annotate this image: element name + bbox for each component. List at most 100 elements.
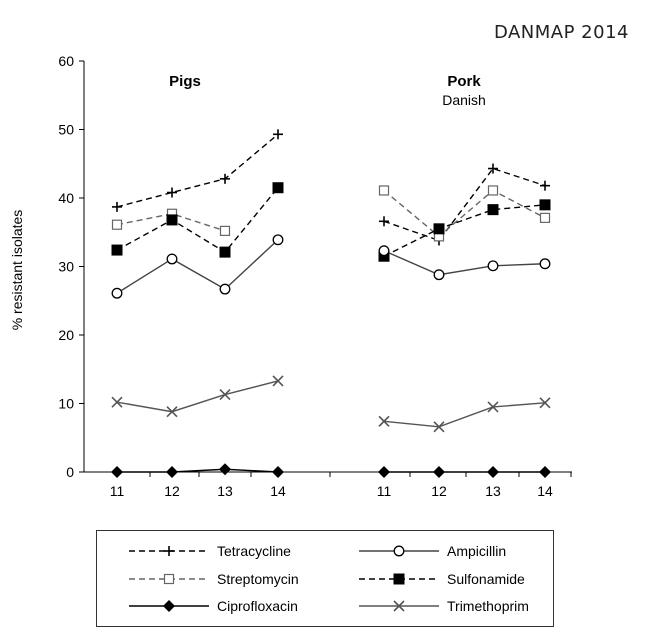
legend-label: Ciprofloxacin xyxy=(217,598,298,614)
trimethoprim-point xyxy=(378,415,390,427)
x-tick-label: 11 xyxy=(110,483,125,499)
y-axis-label: % resistant isolates xyxy=(9,210,25,331)
legend-item-ciprofloxacin: Ciprofloxacin xyxy=(129,598,298,614)
series-trimethoprim xyxy=(378,397,551,433)
legend-item-sulfonamide: Sulfonamide xyxy=(359,571,525,587)
tetracycline-point xyxy=(273,129,283,140)
y-tick-label: 60 xyxy=(58,53,74,69)
sulfonamide-line xyxy=(383,204,546,257)
legend-item-trimethoprim: Trimethoprim xyxy=(359,598,529,614)
series-ampicillin xyxy=(378,245,551,281)
trimethoprim-point xyxy=(219,389,231,401)
panel-title: Pigs xyxy=(169,73,201,90)
legend-svg: Tetracycline Ampicillin Streptomycin Sulfon… xyxy=(129,543,529,614)
y-tick-label: 0 xyxy=(66,464,74,480)
panel-titles: Pigs Pork Danish xyxy=(169,73,486,108)
series-ampicillin xyxy=(111,234,284,299)
streptomycin-point xyxy=(378,185,390,196)
ampicillin-line xyxy=(383,250,546,276)
legend-item-ampicillin: Ampicillin xyxy=(359,543,506,559)
series-tetracycline xyxy=(379,163,550,246)
source-note: DANMAP 2014 xyxy=(493,22,629,43)
y-tick-label: 50 xyxy=(58,122,74,138)
trimethoprim-point xyxy=(487,401,499,413)
trimethoprim-point xyxy=(111,396,123,408)
y-tick-label: 30 xyxy=(58,259,74,275)
legend-label: Tetracycline xyxy=(217,543,291,559)
sulfonamide-line xyxy=(116,187,279,254)
ampicillin-point xyxy=(378,245,390,257)
tetracycline-point xyxy=(488,163,498,174)
legend-item-streptomycin: Streptomycin xyxy=(129,571,299,587)
trimethoprim-point xyxy=(272,375,284,387)
series-sulfonamide xyxy=(111,182,284,258)
streptomycin-point xyxy=(487,185,499,196)
tetracycline-line xyxy=(383,167,546,242)
ampicillin-point xyxy=(219,283,231,295)
x-tick-label: 12 xyxy=(431,483,447,499)
legend-label: Ampicillin xyxy=(447,543,506,559)
axes: 0 10 20 30 40 50 60 11 12 13 14 11 12 13 14 xyxy=(58,53,572,499)
x-tick-label: 12 xyxy=(164,483,180,499)
x-tick-label: 14 xyxy=(537,483,553,499)
ampicillin-point xyxy=(166,253,178,265)
sulfonamide-point xyxy=(111,244,123,256)
tetracycline-point xyxy=(112,201,122,212)
legend-marker xyxy=(163,573,175,585)
series-trimethoprim xyxy=(111,375,284,418)
series-tetracycline xyxy=(112,129,283,212)
legend: Tetracycline Ampicillin Streptomycin Sulfon… xyxy=(96,530,554,627)
legend-marker xyxy=(393,600,405,612)
sulfonamide-point xyxy=(539,199,551,211)
sulfonamide-point xyxy=(166,214,178,226)
streptomycin-line xyxy=(383,189,546,238)
trimethoprim-line xyxy=(383,402,546,428)
panel-title: Pork xyxy=(447,73,481,90)
y-tick-label: 20 xyxy=(58,327,74,343)
sulfonamide-point xyxy=(433,223,445,235)
ciprofloxacin-point xyxy=(219,463,231,476)
sulfonamide-point xyxy=(487,204,499,216)
ciprofloxacin-point xyxy=(378,466,390,478)
legend-item-tetracycline: Tetracycline xyxy=(129,543,291,559)
ciprofloxacin-point xyxy=(111,466,123,478)
ampicillin-point xyxy=(111,287,123,299)
ampicillin-point xyxy=(272,234,284,246)
series-streptomycin xyxy=(378,185,551,242)
tetracycline-point xyxy=(540,180,550,191)
trimethoprim-point xyxy=(166,406,178,418)
legend-marker xyxy=(393,545,405,557)
series-layer xyxy=(111,129,551,478)
ampicillin-point xyxy=(487,260,499,272)
tetracycline-point xyxy=(167,187,177,198)
trimethoprim-point xyxy=(539,397,551,409)
streptomycin-point xyxy=(219,225,231,236)
x-tick-label: 14 xyxy=(270,483,286,499)
ciprofloxacin-line xyxy=(117,468,279,473)
ciprofloxacin-point xyxy=(487,466,499,478)
ampicillin-point xyxy=(433,269,445,281)
streptomycin-line xyxy=(116,213,226,232)
streptomycin-point xyxy=(111,219,123,230)
line-chart: % resistant isolates 0 10 20 30 40 50 60 11 12 13… xyxy=(9,53,572,499)
legend-marker xyxy=(393,573,405,585)
trimethoprim-line xyxy=(116,380,279,413)
series-ciprofloxacin xyxy=(378,466,551,478)
y-tick-label: 40 xyxy=(58,190,74,206)
ampicillin-point xyxy=(539,258,551,270)
legend-marker xyxy=(163,600,175,612)
sulfonamide-point xyxy=(272,182,284,194)
ciprofloxacin-point xyxy=(539,466,551,478)
legend-label: Sulfonamide xyxy=(447,571,525,587)
ciprofloxacin-point xyxy=(272,466,284,478)
sulfonamide-point xyxy=(219,246,231,258)
y-tick-label: 10 xyxy=(58,396,74,412)
legend-marker xyxy=(164,546,174,556)
trimethoprim-point xyxy=(433,421,445,433)
x-tick-label: 13 xyxy=(485,483,501,499)
tetracycline-point xyxy=(379,216,389,227)
tetracycline-point xyxy=(220,173,230,184)
tetracycline-line xyxy=(116,133,279,208)
panel-subtitle: Danish xyxy=(442,92,486,108)
series-sulfonamide xyxy=(378,199,551,262)
